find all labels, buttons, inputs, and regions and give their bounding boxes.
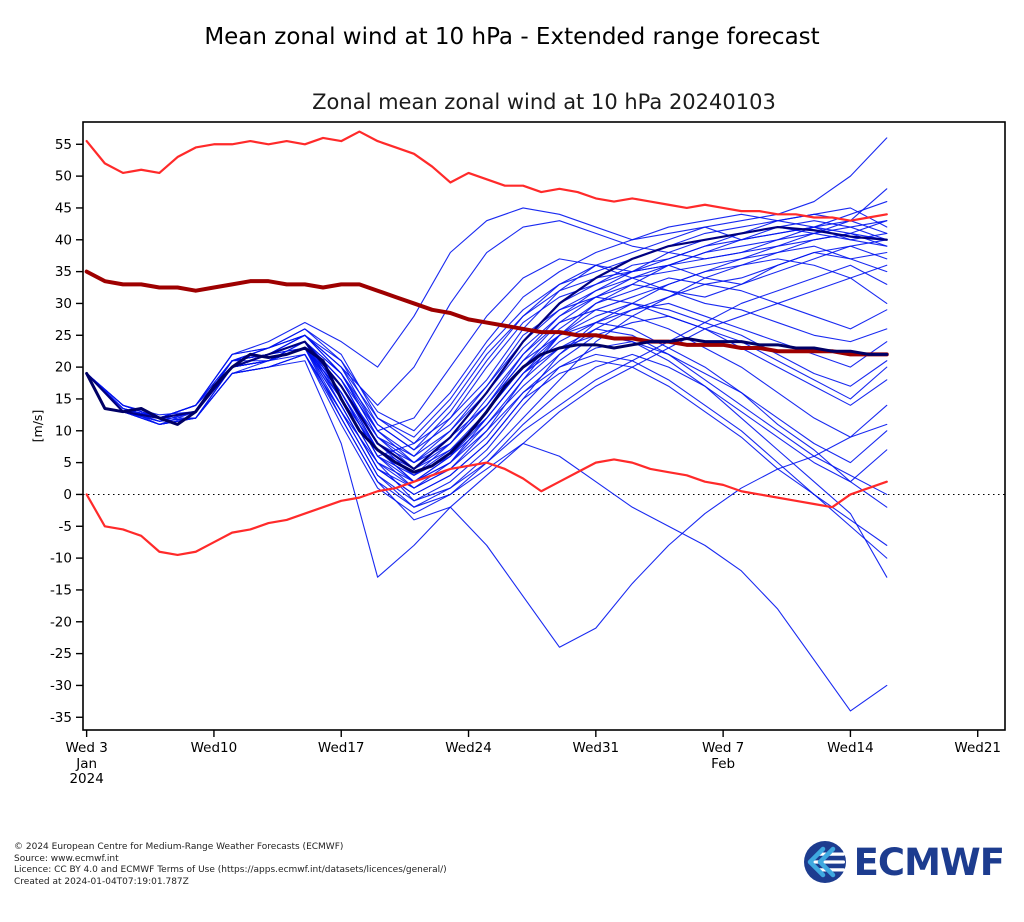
x-tick-label: Wed10 bbox=[191, 740, 238, 756]
y-tick-label: 55 bbox=[55, 137, 72, 153]
ensemble-member-line bbox=[86, 245, 888, 508]
y-axis-label: [m/s] bbox=[30, 410, 45, 443]
x-sub-label: Feb bbox=[711, 756, 735, 772]
y-tick-label: 20 bbox=[55, 360, 72, 376]
ecmwf-logo: ECMWF bbox=[803, 840, 1005, 884]
ensemble-member-line bbox=[86, 296, 888, 451]
ensemble-member-line bbox=[86, 283, 888, 470]
ensemble-member-line bbox=[86, 207, 888, 419]
y-tick-label: -10 bbox=[50, 551, 72, 567]
ensemble-member-line bbox=[86, 341, 888, 502]
x-sub-label: Jan bbox=[75, 756, 97, 772]
footer-source: Source: www.ecmwf.int bbox=[14, 853, 119, 864]
y-tick-label: 15 bbox=[55, 391, 72, 407]
ensemble-member-line bbox=[86, 347, 888, 546]
x-tick-label: Wed 3 bbox=[65, 740, 107, 756]
y-tick-label: 35 bbox=[55, 264, 72, 280]
y-tick-label: 50 bbox=[55, 169, 72, 185]
ensemble-member-line bbox=[86, 232, 888, 464]
y-tick-label: -20 bbox=[50, 614, 72, 630]
x-tick-label: Wed17 bbox=[318, 740, 365, 756]
y-tick-label: -25 bbox=[50, 646, 72, 662]
footer-created: Created at 2024-01-04T07:19:01.787Z bbox=[14, 876, 189, 887]
ensemble-member-line bbox=[86, 232, 888, 495]
ensemble-member-line bbox=[86, 264, 888, 502]
ecmwf-logo-icon bbox=[803, 841, 846, 883]
footer-copyright: © 2024 European Centre for Medium-Range … bbox=[14, 842, 344, 852]
ensemble-member-line bbox=[86, 353, 888, 515]
page-title: Mean zonal wind at 10 hPa - Extended ran… bbox=[204, 24, 820, 50]
x-tick-label: Wed14 bbox=[827, 740, 874, 756]
footer: © 2024 European Centre for Medium-Range … bbox=[14, 842, 447, 888]
x-tick-label: Wed 7 bbox=[702, 740, 744, 756]
y-tick-label: -30 bbox=[50, 678, 72, 694]
y-tick-label: -5 bbox=[59, 519, 72, 535]
y-tick-label: -35 bbox=[50, 710, 72, 726]
ensemble-member-line bbox=[86, 245, 888, 483]
x-sub-label: 2024 bbox=[69, 771, 103, 787]
y-tick-label: 40 bbox=[55, 232, 72, 248]
ensemble-mean-line bbox=[85, 336, 889, 474]
plot-frame bbox=[82, 121, 1006, 731]
y-tick-label: 30 bbox=[55, 296, 72, 312]
y-tick-label: 5 bbox=[63, 455, 72, 471]
climatology-max-line bbox=[85, 130, 888, 222]
y-tick-label: 10 bbox=[55, 423, 72, 439]
y-tick-label: -15 bbox=[50, 582, 72, 598]
ensemble-member-line bbox=[86, 353, 888, 712]
ensemble-member-line bbox=[86, 188, 888, 476]
footer-licence: Licence: CC BY 4.0 and ECMWF Terms of Us… bbox=[14, 865, 447, 875]
climatology-min-line bbox=[85, 458, 888, 557]
chart-title: Zonal mean zonal wind at 10 hPa 20240103 bbox=[312, 90, 776, 114]
climatology-mean-line bbox=[84, 269, 889, 357]
y-tick-label: 45 bbox=[55, 200, 72, 216]
x-tick-label: Wed21 bbox=[954, 740, 1001, 756]
ensemble-member-line bbox=[86, 213, 888, 457]
ecmwf-logo-text: ECMWF bbox=[853, 840, 1005, 884]
y-tick-label: 25 bbox=[55, 328, 72, 344]
y-tick-label: 0 bbox=[63, 487, 72, 503]
x-tick-label: Wed24 bbox=[445, 740, 492, 756]
x-tick-label: Wed31 bbox=[573, 740, 620, 756]
